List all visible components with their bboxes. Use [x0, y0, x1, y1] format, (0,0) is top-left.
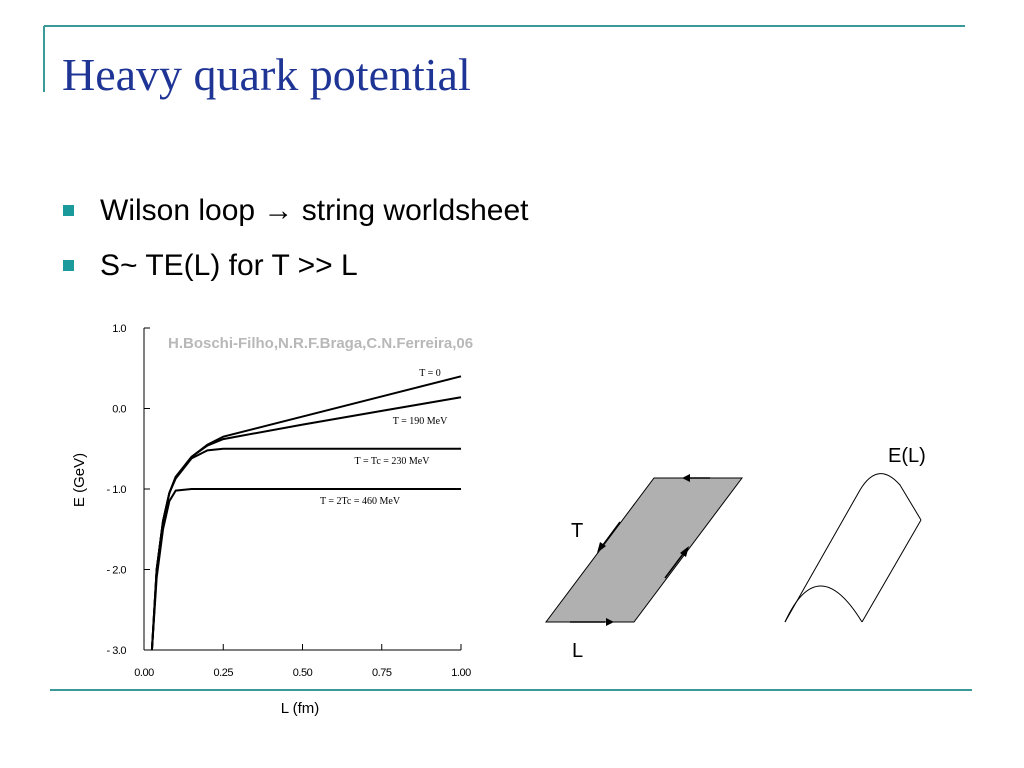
- series-label: T = Tc = 230 MeV: [355, 456, 431, 467]
- series-line: [150, 396, 462, 651]
- arrowhead: [606, 618, 614, 626]
- surface-edge: [861, 519, 922, 623]
- y-tick-label: - 2.0: [106, 565, 126, 577]
- x-tick-label: 0.25: [214, 667, 234, 679]
- annotation: H.Boschi-Filho,N.R.F.Braga,C.N.Ferreira,…: [168, 335, 473, 352]
- x-axis-label: L (fm): [281, 700, 320, 717]
- x-tick-label: 1.00: [451, 667, 471, 679]
- l-label: L: [572, 640, 583, 662]
- curve-label: E(L): [888, 445, 926, 467]
- y-tick-label: 0.0: [112, 404, 126, 416]
- series-label: T = 2Tc = 460 MeV: [320, 496, 401, 507]
- arrowhead: [682, 474, 690, 482]
- arrowhead: [597, 542, 606, 553]
- title: Heavy quark potential: [62, 49, 471, 100]
- y-tick-label: - 1.0: [106, 484, 126, 496]
- worldsheet: [545, 477, 743, 623]
- surface-edge: [784, 473, 922, 623]
- t-label: T: [571, 520, 583, 542]
- bullet: S~ TE(L) for T >> L: [100, 249, 358, 282]
- arrow: [664, 553, 684, 579]
- arrowhead: [680, 546, 689, 557]
- wilson-loop-diagram: T L: [545, 474, 743, 662]
- arrow: [602, 521, 621, 546]
- y-tick-label: 1.0: [112, 323, 126, 335]
- bullet: Wilson loop → string worldsheet: [100, 194, 529, 227]
- series-label: T = 190 MeV: [393, 416, 448, 427]
- bullet-marker: [63, 205, 74, 216]
- series-line: [150, 447, 461, 651]
- series-label: T = 0: [419, 368, 441, 379]
- energy-surface-diagram: E(L): [784, 445, 926, 623]
- y-axis-label: E (GeV): [71, 453, 88, 507]
- chart: H.Boschi-Filho,N.R.F.Braga,C.N.Ferreira,…: [71, 323, 473, 717]
- x-tick-label: 0.00: [134, 667, 154, 679]
- bullet-marker: [63, 260, 74, 271]
- series-line: [150, 488, 461, 651]
- y-tick-label: - 3.0: [106, 645, 126, 657]
- x-tick-label: 0.50: [293, 667, 313, 679]
- surface-edge: [784, 585, 863, 623]
- x-tick-label: 0.75: [372, 667, 392, 679]
